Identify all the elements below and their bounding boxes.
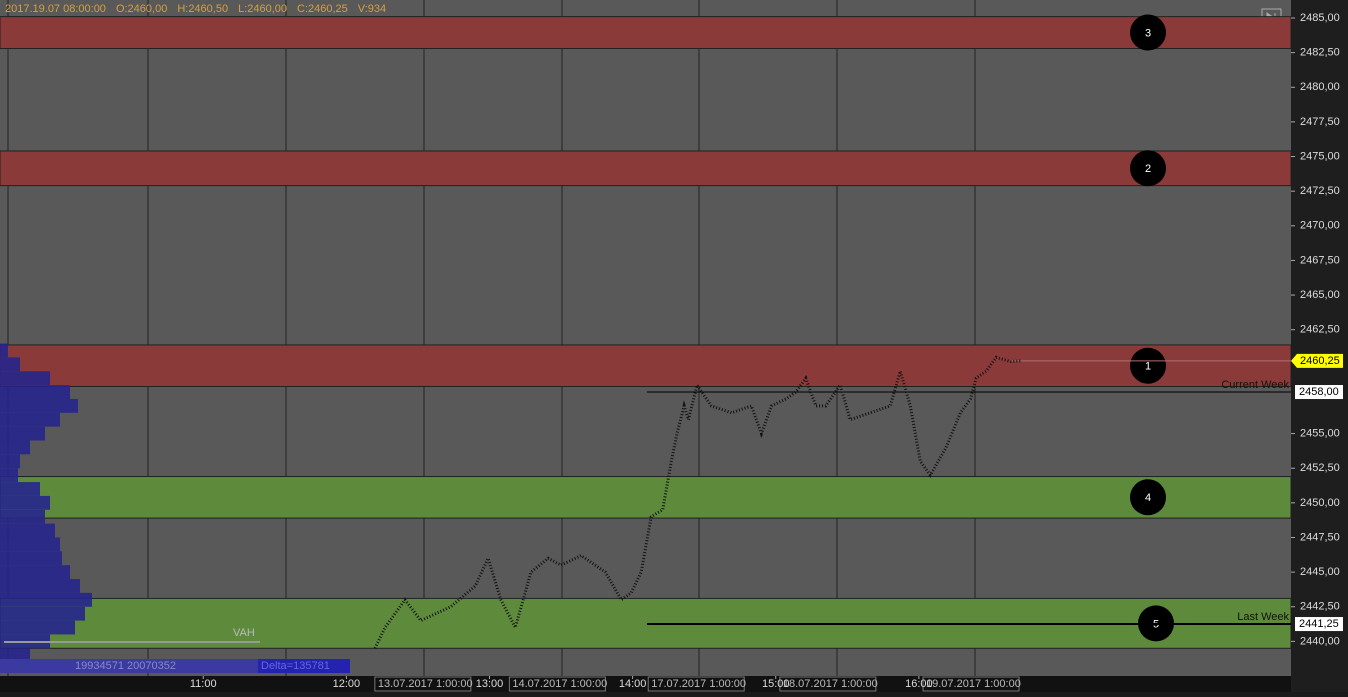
profile-bar	[0, 620, 75, 635]
y-tick-label: 2467,50	[1300, 254, 1340, 266]
y-tick-label: 2445,00	[1300, 566, 1340, 578]
x-tick-label: 13:00	[476, 678, 504, 690]
y-tick-label: 2480,00	[1300, 81, 1340, 93]
zone-badge	[1130, 150, 1166, 187]
y-tick-label: 2447,50	[1300, 531, 1340, 543]
x-tick-label: 12:00	[333, 678, 361, 690]
profile-bar	[0, 468, 18, 483]
y-tick-label: 2450,00	[1300, 497, 1340, 509]
session-label: 19.07.2017 1:00:00	[926, 678, 1021, 690]
y-tick-label: 2475,00	[1300, 150, 1340, 162]
profile-bar	[0, 495, 50, 510]
profile-bar	[0, 537, 60, 552]
profile-bar	[0, 606, 85, 621]
y-tick-label: 2455,00	[1300, 427, 1340, 439]
x-tick-label: 16:00	[905, 678, 933, 690]
zone-badge	[1130, 14, 1166, 51]
zone-label: 4	[1145, 492, 1151, 504]
header-text: O:2460,00	[116, 3, 167, 15]
profile-bar	[0, 565, 70, 580]
profile-bar	[0, 579, 80, 593]
profile-bar	[0, 482, 40, 496]
header-text: C:2460,25	[297, 3, 348, 15]
profile-bar	[0, 412, 60, 427]
y-tick-label: 2482,50	[1300, 47, 1340, 59]
profile-bar	[0, 371, 50, 386]
session-label: 13.07.2017 1:00:00	[378, 678, 473, 690]
profile-bar	[0, 398, 78, 413]
profile-bar	[0, 551, 62, 566]
y-tick-label: 2485,00	[1300, 12, 1340, 24]
level-price-box	[1295, 385, 1343, 400]
profile-bar	[0, 523, 55, 538]
y-tick-label: 2477,50	[1300, 116, 1340, 128]
last-price-label: 2460,25	[1300, 355, 1340, 367]
time-axis	[0, 676, 1291, 692]
session-box	[779, 676, 877, 692]
zone-label: 1	[1145, 361, 1151, 373]
y-tick-label: 2470,00	[1300, 220, 1340, 232]
level-price-box	[1295, 617, 1343, 632]
price-axis	[1291, 0, 1348, 692]
header-text: H:2460,50	[177, 3, 228, 15]
delta-box-inner	[258, 659, 350, 673]
zone	[0, 344, 1292, 387]
zone	[0, 16, 1292, 49]
session-label: 14.07.2017 1:00:00	[512, 678, 607, 690]
profile-bar	[0, 440, 30, 455]
y-tick-label: 2462,50	[1300, 324, 1340, 336]
vah-label: VAH	[233, 627, 255, 639]
zone-label: 2	[1145, 163, 1151, 175]
session-box	[508, 676, 606, 692]
header-text: 2017.19.07 08:00:00	[5, 3, 106, 15]
profile-bar	[0, 357, 20, 372]
profile-bar	[0, 648, 30, 663]
y-tick-label: 2452,50	[1300, 462, 1340, 474]
zone-label: 3	[1145, 27, 1151, 39]
header-text: L:2460,00	[238, 3, 287, 15]
level-name: Last Week	[1237, 611, 1289, 623]
zone-badge	[1130, 347, 1166, 384]
delta-label: Delta=135781	[261, 660, 330, 672]
profile-bar	[0, 509, 45, 524]
profile-bar	[0, 385, 70, 399]
profile-bar	[0, 426, 45, 441]
session-box	[647, 676, 745, 692]
zone	[0, 476, 1292, 519]
y-tick-label: 2440,00	[1300, 635, 1340, 647]
session-label: 17.07.2017 1:00:00	[651, 678, 746, 690]
zone	[0, 150, 1292, 187]
level-price-label: 2441,25	[1299, 618, 1339, 630]
x-tick-label: 14:00	[619, 678, 647, 690]
level-price-label: 2458,00	[1299, 386, 1339, 398]
y-tick-label: 2472,50	[1300, 185, 1340, 197]
session-box	[374, 676, 472, 692]
header-text: V:934	[358, 3, 386, 15]
session-box	[922, 676, 1020, 692]
y-tick-label: 2442,50	[1300, 601, 1340, 613]
profile-bar	[0, 454, 20, 469]
zone-badge	[1130, 479, 1166, 516]
level-name: Current Week	[1221, 379, 1289, 391]
last-price-box	[1291, 353, 1343, 368]
vertical-grid	[7, 0, 976, 676]
x-tick-label: 15:00	[762, 678, 790, 690]
plot-area	[0, 0, 1291, 676]
profile-bar	[0, 592, 92, 607]
x-tick-label: 11:00	[190, 678, 217, 690]
y-tick-label: 2465,00	[1300, 289, 1340, 301]
volume-label: 19934571 20070352	[75, 660, 176, 672]
profile-bar	[0, 343, 8, 358]
session-label: 18.07.2017 1:00:00	[783, 678, 878, 690]
